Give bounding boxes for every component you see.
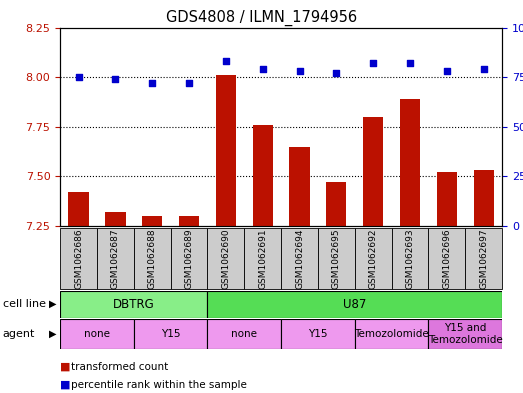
Text: cell line: cell line bbox=[3, 299, 46, 309]
Point bbox=[222, 58, 230, 64]
Bar bbox=[60, 228, 97, 289]
Bar bbox=[208, 291, 502, 318]
Text: none: none bbox=[231, 329, 257, 339]
Bar bbox=[363, 117, 383, 226]
Bar bbox=[208, 228, 244, 289]
Bar bbox=[208, 319, 281, 349]
Text: Y15 and
Temozolomide: Y15 and Temozolomide bbox=[428, 323, 503, 345]
Bar bbox=[326, 182, 346, 226]
Bar bbox=[69, 192, 89, 226]
Bar bbox=[170, 228, 208, 289]
Text: GSM1062687: GSM1062687 bbox=[111, 228, 120, 289]
Point bbox=[111, 76, 120, 82]
Text: GSM1062690: GSM1062690 bbox=[221, 228, 230, 289]
Text: percentile rank within the sample: percentile rank within the sample bbox=[71, 380, 246, 390]
Text: GSM1062695: GSM1062695 bbox=[332, 228, 341, 289]
Bar bbox=[244, 228, 281, 289]
Point bbox=[369, 60, 378, 66]
Text: Y15: Y15 bbox=[308, 329, 328, 339]
Text: ▶: ▶ bbox=[49, 329, 56, 339]
Bar bbox=[473, 171, 494, 226]
Text: GSM1062693: GSM1062693 bbox=[405, 228, 415, 289]
Bar bbox=[392, 228, 428, 289]
Text: ■: ■ bbox=[60, 380, 71, 390]
Text: U87: U87 bbox=[343, 298, 367, 311]
Bar bbox=[142, 216, 162, 226]
Point bbox=[148, 80, 156, 86]
Bar bbox=[289, 147, 310, 226]
Text: ■: ■ bbox=[60, 362, 71, 372]
Text: GSM1062694: GSM1062694 bbox=[295, 228, 304, 288]
Bar bbox=[253, 125, 273, 226]
Bar bbox=[281, 228, 318, 289]
Bar bbox=[465, 228, 502, 289]
Point bbox=[258, 66, 267, 72]
Text: GSM1062688: GSM1062688 bbox=[147, 228, 157, 289]
Text: none: none bbox=[84, 329, 110, 339]
Bar bbox=[60, 291, 208, 318]
Point bbox=[295, 68, 304, 74]
Point bbox=[74, 74, 83, 80]
Text: GSM1062686: GSM1062686 bbox=[74, 228, 83, 289]
Bar bbox=[179, 216, 199, 226]
Bar bbox=[134, 319, 208, 349]
Bar bbox=[400, 99, 420, 226]
Bar bbox=[216, 75, 236, 226]
Bar bbox=[97, 228, 134, 289]
Text: ▶: ▶ bbox=[49, 299, 56, 309]
Text: GSM1062692: GSM1062692 bbox=[369, 228, 378, 288]
Text: Temozolomide: Temozolomide bbox=[354, 329, 429, 339]
Text: GSM1062691: GSM1062691 bbox=[258, 228, 267, 289]
Text: GDS4808 / ILMN_1794956: GDS4808 / ILMN_1794956 bbox=[166, 10, 357, 26]
Bar bbox=[428, 319, 502, 349]
Bar bbox=[318, 228, 355, 289]
Bar bbox=[60, 319, 134, 349]
Point bbox=[185, 80, 193, 86]
Point bbox=[442, 68, 451, 74]
Point bbox=[406, 60, 414, 66]
Point bbox=[332, 70, 340, 76]
Bar bbox=[437, 173, 457, 226]
Text: transformed count: transformed count bbox=[71, 362, 168, 372]
Text: GSM1062696: GSM1062696 bbox=[442, 228, 451, 289]
Text: DBTRG: DBTRG bbox=[113, 298, 155, 311]
Text: GSM1062689: GSM1062689 bbox=[185, 228, 194, 289]
Bar bbox=[281, 319, 355, 349]
Point bbox=[480, 66, 488, 72]
Text: GSM1062697: GSM1062697 bbox=[479, 228, 488, 289]
Bar bbox=[428, 228, 465, 289]
Bar bbox=[355, 319, 428, 349]
Bar bbox=[134, 228, 170, 289]
Text: agent: agent bbox=[3, 329, 35, 339]
Text: Y15: Y15 bbox=[161, 329, 180, 339]
Bar bbox=[355, 228, 392, 289]
Bar bbox=[105, 212, 126, 226]
